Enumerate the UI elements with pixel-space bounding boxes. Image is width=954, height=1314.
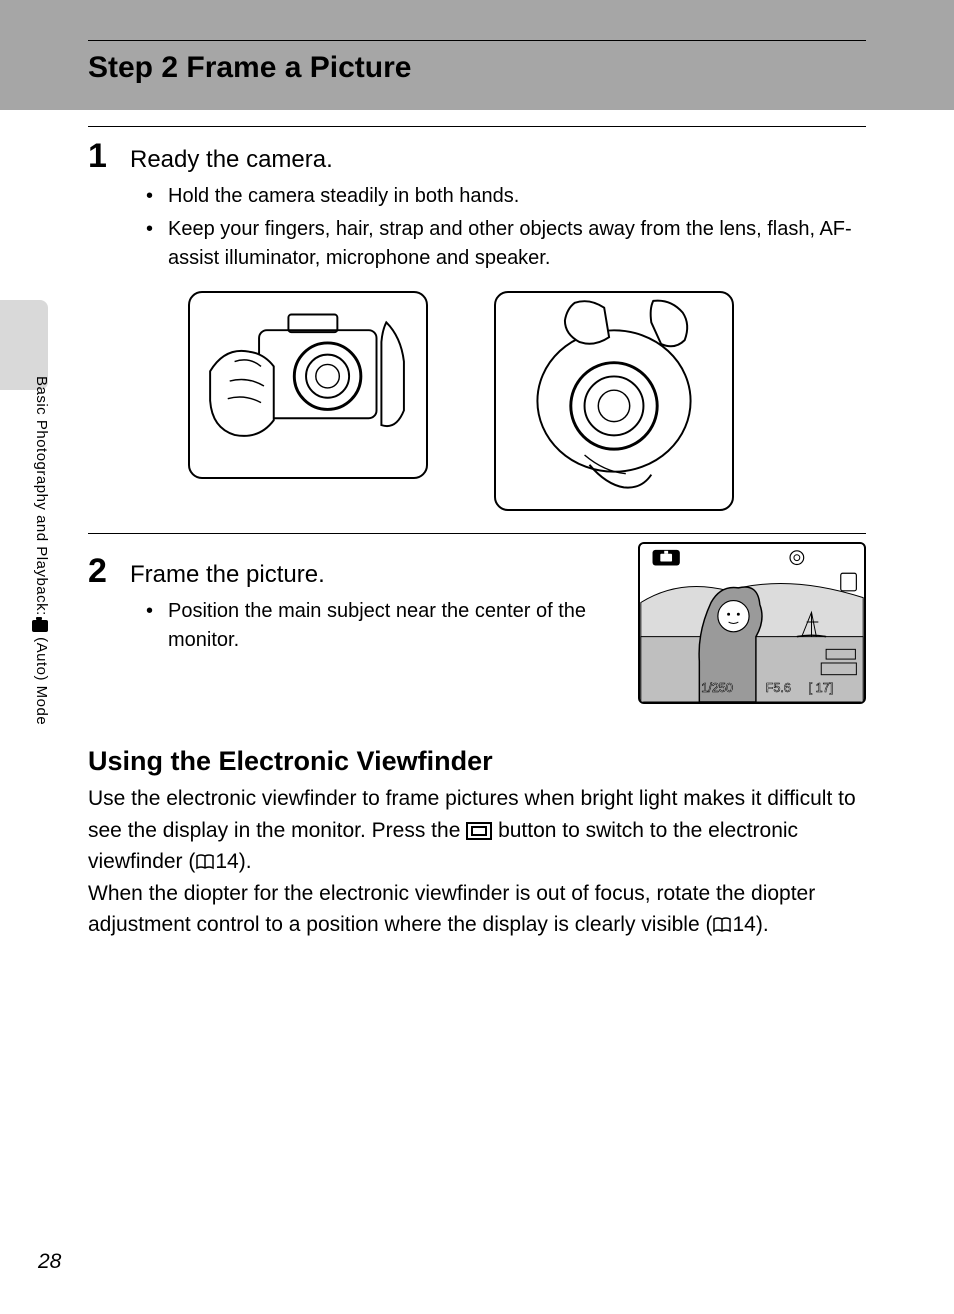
vf-p1-post: ). [239, 850, 252, 873]
page-number: 28 [38, 1250, 61, 1274]
viewfinder-heading: Using the Electronic Viewfinder [88, 746, 866, 777]
manual-page: Step 2 Frame a Picture Basic Photography… [0, 0, 954, 1314]
sidebar-text-pre: Basic Photography and Playback: [33, 376, 50, 620]
sidebar-section-label: Basic Photography and Playback: (Auto) M… [32, 376, 50, 725]
header-inner: Step 2 Frame a Picture [88, 40, 866, 85]
camera-icon [32, 620, 48, 632]
vf-ref1: 14 [215, 850, 238, 873]
content-area: 1 Ready the camera. Hold the camera stea… [88, 126, 866, 941]
list-item: Position the main subject near the cente… [146, 597, 618, 655]
illustration-hold-camera-front [188, 291, 428, 479]
book-ref-icon [712, 912, 732, 930]
list-item: Keep your fingers, hair, strap and other… [146, 215, 866, 273]
vf-ref2: 14 [732, 913, 755, 936]
divider [88, 533, 866, 534]
osd-shutter: 1/250 [701, 681, 733, 695]
step-2-header: 2 Frame the picture. [88, 542, 618, 591]
viewfinder-paragraph-1: Use the electronic viewfinder to frame p… [88, 783, 866, 878]
page-heading: Step 2 Frame a Picture [88, 51, 866, 85]
viewfinder-paragraph-2: When the diopter for the electronic view… [88, 878, 866, 941]
osd-remaining: [ 17] [809, 681, 834, 695]
step-title: Ready the camera. [130, 146, 333, 174]
monitor-button-icon [466, 818, 492, 836]
step-title: Frame the picture. [130, 561, 325, 589]
vf-p2-pre: When the diopter for the electronic view… [88, 882, 815, 937]
step-number: 1 [88, 137, 130, 176]
illustration-hold-camera-top [494, 291, 734, 511]
monitor-preview: 1/250 F5.6 [ 17] [638, 542, 866, 704]
list-item: Hold the camera steadily in both hands. [146, 182, 866, 211]
step-2-wrap: 2 Frame the picture. Position the main s… [88, 542, 866, 704]
vf-p2-post: ). [756, 913, 769, 936]
book-ref-icon [195, 849, 215, 867]
illustration-row [188, 291, 866, 511]
step-2-text: 2 Frame the picture. Position the main s… [88, 542, 618, 659]
step-1-bullets: Hold the camera steadily in both hands. … [146, 182, 866, 273]
step-2-bullets: Position the main subject near the cente… [146, 597, 618, 655]
osd-aperture: F5.6 [766, 681, 791, 695]
step-1-header: 1 Ready the camera. [88, 127, 866, 176]
sidebar-text-post: (Auto) Mode [33, 632, 50, 725]
step-number: 2 [88, 552, 130, 591]
